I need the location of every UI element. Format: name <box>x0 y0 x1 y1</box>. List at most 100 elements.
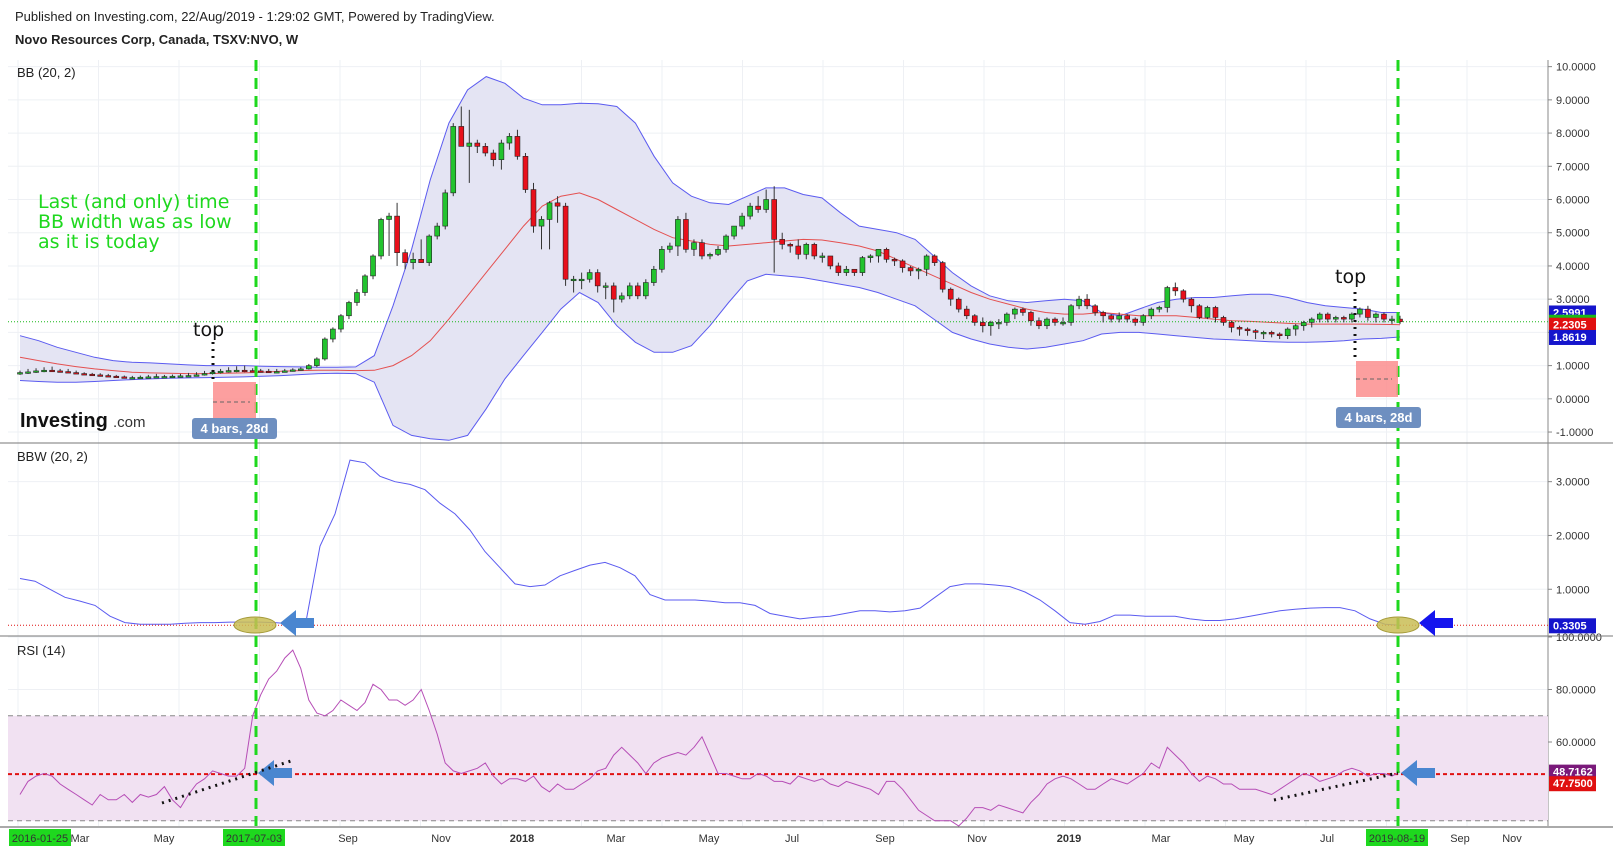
candle-body <box>626 285 633 297</box>
y-tick-label: 1.0000 <box>1556 584 1590 596</box>
candle-body <box>177 375 184 378</box>
candle-body <box>233 369 240 373</box>
candle-body <box>1300 322 1307 327</box>
candle-body <box>683 219 689 250</box>
annotation-note: as it is today <box>38 231 160 253</box>
candle-body <box>963 308 970 317</box>
price-label: 1.8619 <box>1553 332 1587 344</box>
x-axis-label: Jul <box>785 833 799 845</box>
candle-body <box>1212 307 1219 318</box>
candle-body <box>578 278 585 282</box>
candle-body <box>562 205 569 280</box>
candle-body <box>1028 312 1034 322</box>
candle-body <box>859 257 866 273</box>
candle-body <box>739 215 745 227</box>
left-arrow-icon <box>258 760 292 786</box>
candle-body <box>145 376 152 379</box>
x-axis-label: Nov <box>967 833 987 845</box>
candle-body <box>1268 332 1275 335</box>
x-axis-label: May <box>1234 833 1255 845</box>
candle-body <box>434 225 440 237</box>
candle-body <box>394 215 400 253</box>
price-label-box <box>1549 329 1596 345</box>
annotation-note: BB width was as low <box>38 211 232 233</box>
candle-body <box>1116 315 1122 320</box>
candle-body <box>643 282 649 297</box>
candle-body <box>819 255 826 258</box>
candle-body <box>755 205 761 210</box>
candle-body <box>1068 305 1074 323</box>
candle-body <box>771 199 777 240</box>
candle-body <box>1164 287 1171 308</box>
candle-body <box>779 239 785 245</box>
candle-body <box>955 298 962 310</box>
candle-body <box>1012 308 1018 315</box>
candle-body <box>1180 290 1187 300</box>
candle-body <box>330 328 336 340</box>
candle-body <box>843 268 850 273</box>
candle-body <box>442 192 449 227</box>
candle-body <box>1325 313 1331 320</box>
candle-body <box>1341 317 1347 320</box>
candle-body <box>522 156 529 190</box>
y-tick-label: 60.0000 <box>1556 737 1596 749</box>
candle-body <box>97 374 104 377</box>
candle-body <box>1204 307 1211 318</box>
x-axis-label: May <box>699 833 720 845</box>
highlight-ellipse <box>1376 616 1420 634</box>
x-axis-label: Sep <box>1450 833 1470 845</box>
candle-body <box>1381 313 1387 320</box>
x-axis-label: Mar <box>607 833 626 845</box>
left-arrow-icon <box>280 610 314 636</box>
candle-body <box>346 302 352 317</box>
candle-body <box>659 249 665 270</box>
candle-body <box>1389 318 1395 321</box>
candle-body <box>1084 298 1090 307</box>
x-axis-label: 2017-07-03 <box>226 833 282 845</box>
candle-body <box>570 278 577 282</box>
candle-body <box>1244 328 1251 332</box>
x-axis-label: Sep <box>338 833 358 845</box>
candle-body <box>1349 313 1355 320</box>
investing-logo-suffix: .com <box>113 414 146 431</box>
x-axis-label: Nov <box>1502 833 1522 845</box>
x-axis-label: 2018 <box>510 833 534 845</box>
candle-body <box>306 365 312 370</box>
candle-body <box>354 292 360 303</box>
candle-body <box>1092 305 1098 313</box>
candle-body <box>490 152 497 160</box>
y-tick-label: 1.0000 <box>1556 361 1590 373</box>
candle-body <box>418 259 424 263</box>
price-label: 2.2305 <box>1553 320 1587 332</box>
candle-body <box>265 370 272 374</box>
candle-body <box>1196 305 1203 318</box>
y-tick-label: 4.0000 <box>1556 261 1590 273</box>
candle-body <box>73 372 79 375</box>
candle-body <box>651 268 657 283</box>
x-axis-date-highlight <box>1366 829 1428 846</box>
candle-body <box>129 377 136 380</box>
candle-body <box>635 285 641 297</box>
price-label: 0.3305 <box>1553 620 1587 632</box>
candle-body <box>225 370 232 373</box>
candle-body <box>939 262 946 290</box>
candle-body <box>1148 308 1155 317</box>
candle-body <box>787 244 794 247</box>
x-axis-label: Sep <box>875 833 895 845</box>
candle-body <box>1220 317 1227 323</box>
candle-body <box>875 249 882 257</box>
candle-body <box>57 370 63 373</box>
candle-body <box>474 142 481 147</box>
candle-body <box>691 242 697 250</box>
candle-body <box>378 219 384 257</box>
x-axis-label: 2019 <box>1057 833 1081 845</box>
candle-body <box>169 375 176 379</box>
candle-body <box>891 259 898 262</box>
candle-body <box>947 288 954 300</box>
candle-body <box>811 244 818 257</box>
candle-body <box>402 252 408 263</box>
candle-body <box>675 219 681 247</box>
chart-title: Novo Resources Corp, Canada, TSXV:NVO, W <box>15 32 299 47</box>
candle-body <box>257 370 264 373</box>
